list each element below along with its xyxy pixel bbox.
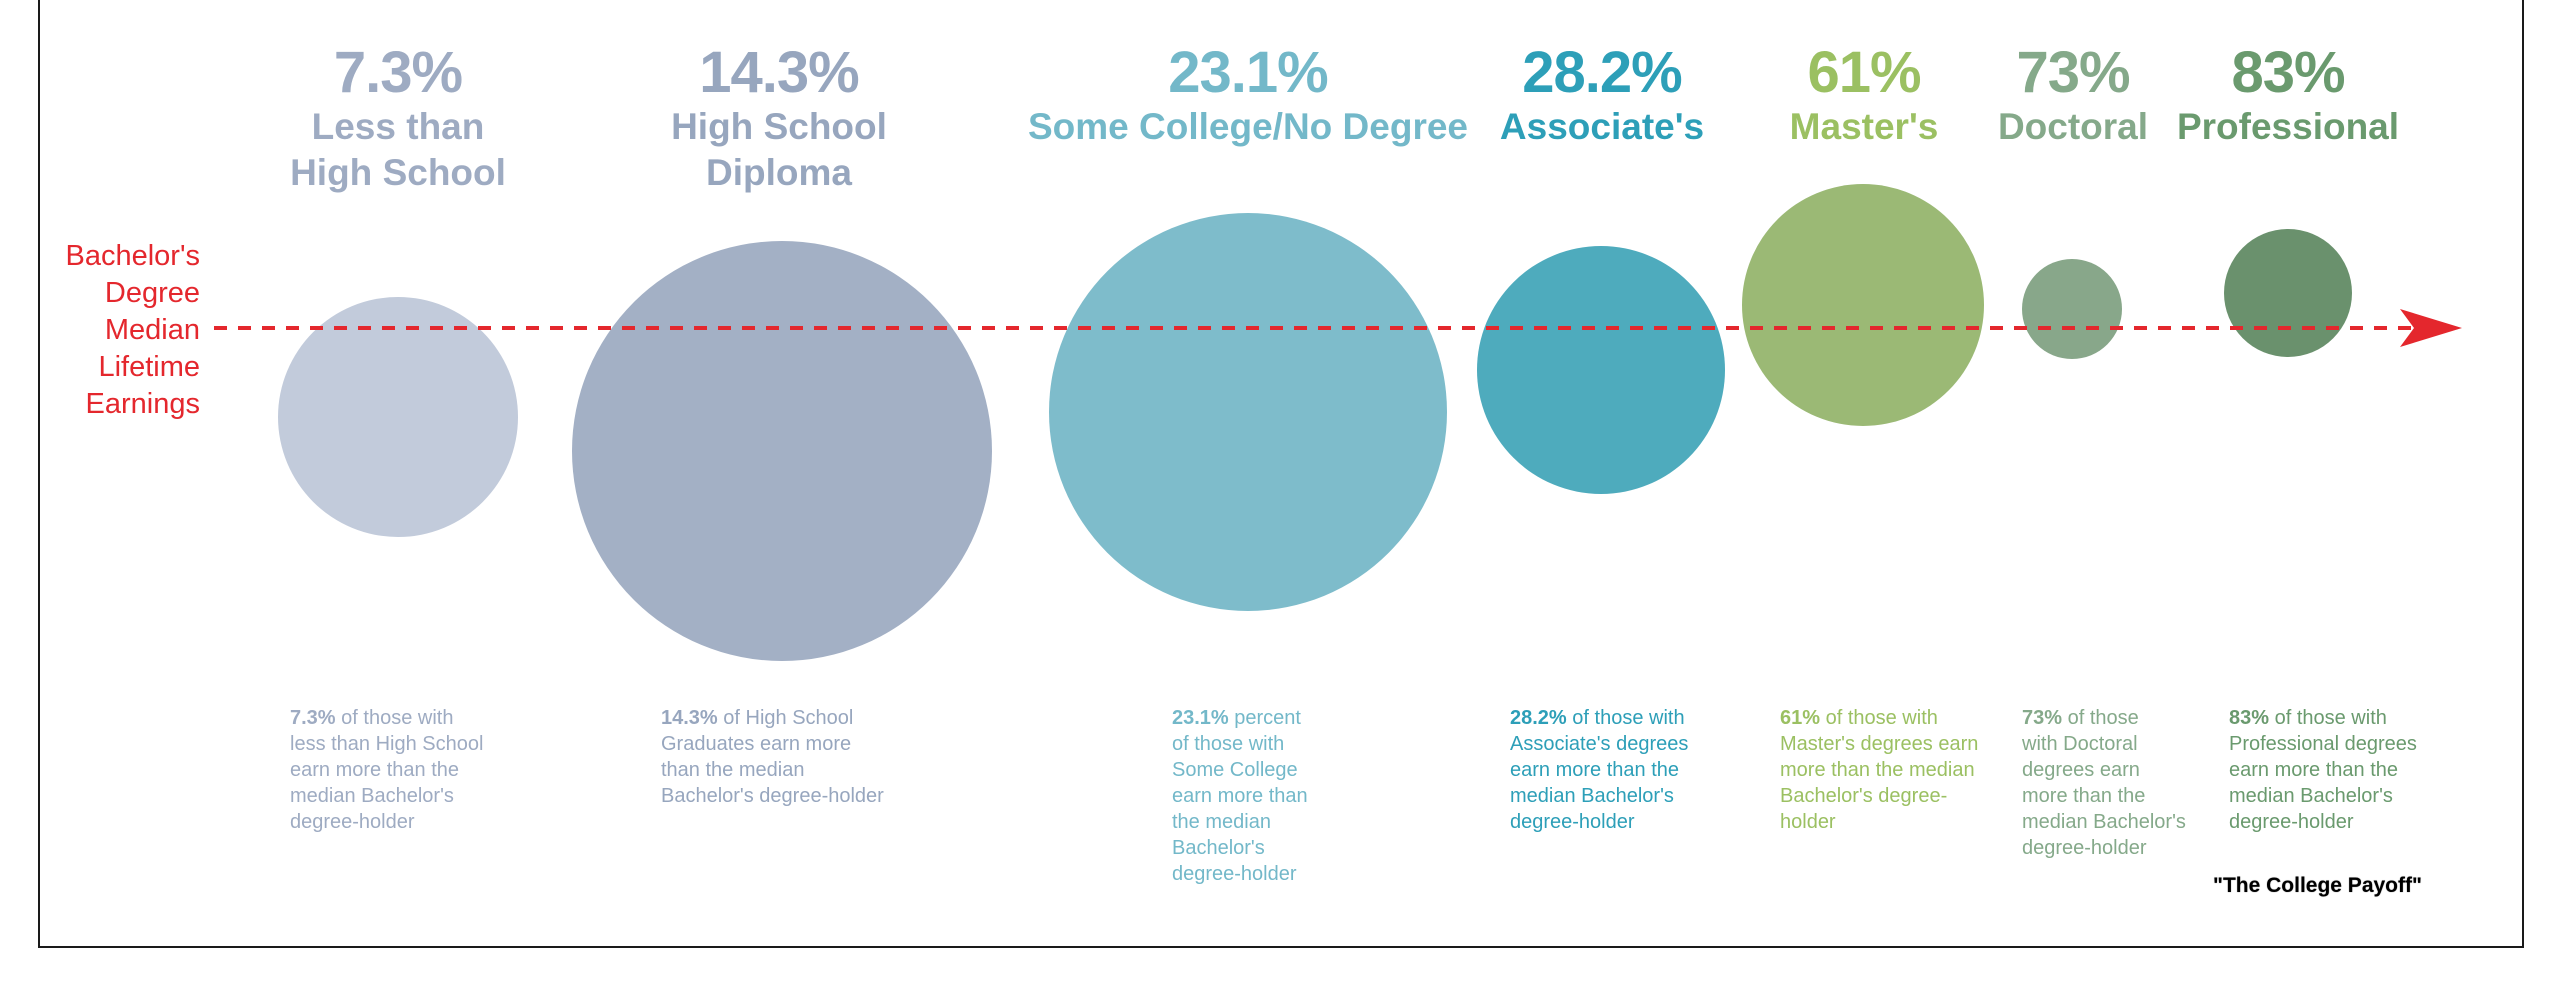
reference-line-label-line: Earnings — [85, 388, 200, 420]
description-line: Associate's degrees — [1510, 733, 1689, 755]
description-line: median Bachelor's — [2022, 811, 2186, 833]
category-label: Some College/No Degree — [1027, 106, 1469, 147]
description-line: of High School — [717, 707, 854, 729]
percent-label: 7.3% — [333, 40, 463, 105]
description-line: Professional degrees — [2229, 733, 2417, 755]
description-line: the median — [1172, 811, 1271, 833]
description-line: median Bachelor's — [290, 785, 454, 807]
description-percent: 83% — [2229, 707, 2270, 729]
description-line: Bachelor's degree- — [1780, 785, 1948, 807]
description-line: degree-holder — [2229, 811, 2354, 833]
description-line: of those with — [1820, 707, 1938, 729]
description-line: Bachelor's — [1172, 837, 1265, 859]
category-label: High School — [671, 106, 887, 147]
category-label: Diploma — [706, 152, 852, 193]
description-line: median Bachelor's — [1510, 785, 1674, 807]
description-line: degrees earn — [2022, 759, 2140, 781]
description-line: earn more than the — [1510, 759, 1679, 781]
description-percent: 73% — [2022, 707, 2063, 729]
column-header-masters: 61% Master's — [1790, 42, 1939, 150]
bubble-some-college — [1049, 213, 1447, 611]
description-line: with Doctoral — [2022, 733, 2138, 755]
description-line: median Bachelor's — [2229, 785, 2393, 807]
description-doctoral: 73% of those with Doctoral degrees earn … — [2022, 705, 2186, 861]
arrowhead-icon — [2400, 309, 2462, 347]
category-label: Master's — [1789, 106, 1939, 147]
bubble-doctoral — [2022, 259, 2122, 359]
category-label: Professional — [2176, 106, 2400, 147]
description-associates: 28.2% of those with Associate's degrees … — [1510, 705, 1688, 835]
description-line: degree-holder — [290, 811, 415, 833]
reference-line-label-line: Bachelor's — [65, 240, 201, 272]
chart-frame — [38, 0, 2524, 948]
reference-line-label-line: Lifetime — [98, 351, 200, 383]
column-header-high-school: 14.3% High School Diploma — [671, 42, 887, 196]
description-line: of those with — [1566, 707, 1685, 729]
column-header-less-than-high-school: 7.3% Less than High School — [290, 42, 506, 196]
description-line: more than the — [2022, 785, 2146, 807]
description-line: than the median — [661, 759, 805, 781]
description-line: of those with — [1172, 733, 1285, 755]
description-line: Graduates earn more — [661, 733, 852, 755]
category-label: Doctoral — [1997, 106, 2149, 147]
column-header-doctoral: 73% Doctoral — [1998, 42, 2148, 150]
description-line: of those with — [2269, 707, 2387, 729]
description-some-college: 23.1% percent of those with Some College… — [1172, 705, 1308, 887]
bubble-high-school — [572, 241, 992, 661]
reference-line-label-line: Median — [104, 314, 200, 346]
description-line: Bachelor's degree-holder — [661, 785, 884, 807]
description-high-school: 14.3% of High School Graduates earn more… — [661, 705, 884, 809]
bubble-less-than-high-school — [278, 297, 518, 537]
column-header-some-college: 23.1% Some College/No Degree — [1028, 42, 1468, 150]
description-line: earn more than the — [2229, 759, 2398, 781]
category-label: Associate's — [1499, 106, 1705, 147]
percent-label: 28.2% — [1522, 40, 1682, 105]
description-line: percent — [1228, 707, 1301, 729]
description-line: holder — [1780, 811, 1836, 833]
reference-line-label: Bachelor's Degree Median Lifetime Earnin… — [48, 238, 201, 423]
percent-label: 14.3% — [699, 40, 859, 105]
description-line: earn more than — [1172, 785, 1308, 807]
description-line: more than the median — [1780, 759, 1975, 781]
description-percent: 61% — [1780, 707, 1821, 729]
column-header-associates: 28.2% Associate's — [1500, 42, 1704, 150]
category-label: High School — [290, 152, 506, 193]
column-header-professional: 83% Professional — [2177, 42, 2399, 150]
percent-label: 73% — [2016, 40, 2130, 105]
description-line: less than High School — [290, 733, 484, 755]
percent-label: 61% — [1807, 40, 1921, 105]
description-percent: 23.1% — [1172, 707, 1229, 729]
percent-label: 23.1% — [1168, 40, 1328, 105]
description-line: degree-holder — [1172, 863, 1297, 885]
description-line: degree-holder — [1510, 811, 1635, 833]
description-percent: 28.2% — [1510, 707, 1567, 729]
description-line: degree-holder — [2022, 837, 2147, 859]
source-caption: "The College Payoff" — [2213, 874, 2422, 897]
bubble-professional — [2224, 229, 2352, 357]
percent-label: 83% — [2231, 40, 2345, 105]
reference-line-label-line: Degree — [104, 277, 200, 309]
description-line: of those — [2062, 707, 2139, 729]
description-line: Master's degrees earn — [1780, 733, 1979, 755]
description-percent: 14.3% — [661, 707, 718, 729]
description-line: earn more than the — [290, 759, 459, 781]
description-masters: 61% of those with Master's degrees earn … — [1780, 705, 1978, 835]
description-percent: 7.3% — [290, 707, 336, 729]
description-line: Some College — [1172, 759, 1298, 781]
category-label: Less than — [311, 106, 485, 147]
description-professional: 83% of those with Professional degrees e… — [2229, 705, 2417, 835]
bubble-masters — [1742, 184, 1984, 426]
description-line: of those with — [335, 707, 454, 729]
bubble-associates — [1477, 246, 1725, 494]
description-less-than-high-school: 7.3% of those with less than High School… — [290, 705, 483, 835]
